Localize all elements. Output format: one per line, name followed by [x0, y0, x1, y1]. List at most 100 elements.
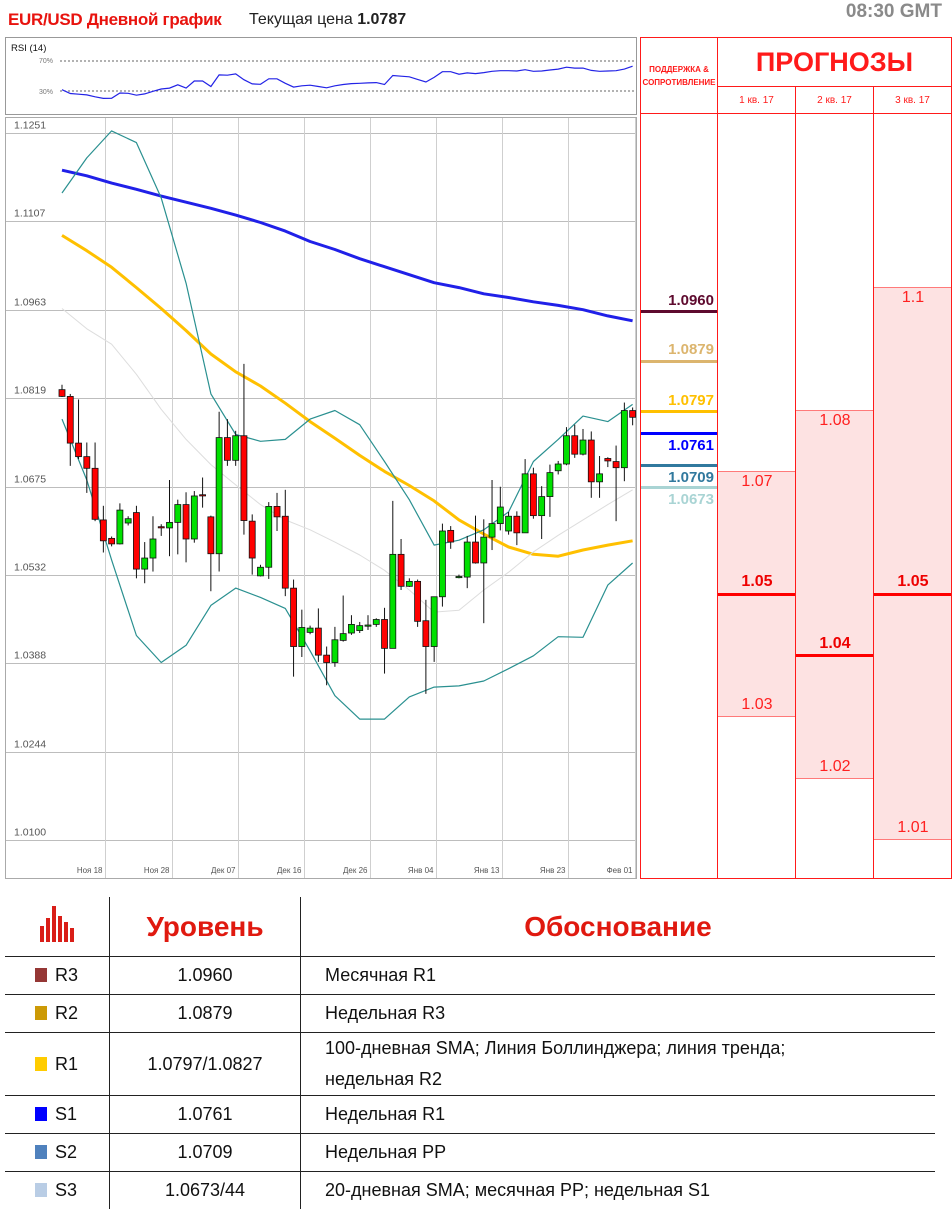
y-tick-label: 1.1251 — [14, 120, 46, 132]
level-label-r2: 1.0879 — [668, 341, 714, 359]
candle-body — [505, 515, 512, 532]
candle — [563, 427, 570, 466]
bollinger-middle-line — [61, 308, 633, 613]
candle — [629, 407, 637, 426]
candle-body — [215, 437, 223, 555]
candle — [66, 393, 74, 466]
candle-body — [529, 473, 537, 517]
candle — [215, 411, 223, 572]
candle — [587, 431, 595, 498]
candle — [157, 524, 165, 536]
level-line-r2 — [641, 359, 717, 363]
candle — [99, 505, 107, 553]
candle — [463, 535, 471, 589]
candle — [372, 618, 380, 627]
candle — [430, 596, 438, 662]
candle-body — [141, 557, 149, 570]
candle-body — [364, 624, 372, 627]
level-line-s2 — [641, 464, 717, 468]
candle-body — [447, 529, 455, 543]
candle-body — [331, 639, 339, 663]
candle-body — [91, 467, 99, 520]
candle-body — [99, 519, 107, 542]
candle-body — [348, 624, 355, 634]
candle-body — [596, 473, 603, 483]
level-reason: Недельная PP — [300, 1133, 935, 1172]
chart-title: EUR/USD Дневной график — [8, 10, 222, 29]
candle — [273, 492, 281, 531]
level-reason: 100-дневная SMA; Линия Боллинджера; лини… — [300, 1032, 935, 1096]
candle-body — [496, 506, 504, 525]
candle — [166, 479, 173, 557]
candle — [232, 430, 240, 466]
candle — [174, 499, 182, 555]
candle-body — [612, 461, 620, 469]
candle — [455, 574, 463, 579]
sma-yellow-line — [61, 234, 633, 558]
candle-body — [75, 442, 82, 458]
candle-body — [339, 633, 347, 641]
candle — [339, 595, 347, 642]
forecast-low: 1.03 — [741, 696, 773, 714]
level-reason: Недельная R1 — [300, 1095, 935, 1134]
candle-body — [58, 389, 66, 397]
candle-body — [207, 516, 215, 555]
candle — [306, 625, 314, 635]
candle-body — [166, 521, 173, 529]
candle — [83, 442, 91, 493]
candle-body — [182, 504, 190, 540]
price-chart: RSI (14) 70% 30% 1.1251 1.1107 1.0963 1.081… — [5, 37, 637, 879]
candle-body — [199, 494, 206, 497]
candle-body — [232, 435, 240, 461]
forecast-column-3 — [873, 113, 952, 879]
table-row: S1 1.0761 Недельная R1 — [5, 1095, 935, 1134]
rsi-line — [61, 65, 633, 100]
level-line-r3 — [641, 310, 717, 314]
candle — [405, 578, 413, 587]
candle-body — [513, 515, 521, 534]
y-tick-label: 1.0388 — [14, 650, 46, 662]
x-tick-label: Дек 07 — [211, 866, 236, 875]
candle — [108, 536, 116, 547]
candle — [381, 607, 388, 674]
candle — [281, 489, 289, 597]
candle — [190, 491, 198, 543]
rsi-panel — [5, 37, 637, 115]
candle-body — [149, 538, 157, 559]
candle — [521, 459, 529, 534]
y-tick-label: 1.0244 — [14, 739, 46, 751]
level-value: 1.0709 — [109, 1133, 301, 1172]
candle-body — [389, 553, 397, 649]
candle-body — [290, 587, 297, 647]
candle — [199, 477, 206, 508]
candle — [141, 542, 149, 584]
level-reason: Месячная R1 — [300, 956, 935, 995]
level-line-s1 — [641, 432, 717, 436]
level-value: 1.0960 — [109, 956, 301, 995]
candle-body — [356, 625, 364, 631]
candle — [596, 456, 603, 498]
candle — [488, 479, 496, 551]
quarter-header-1: 1 кв. 17 — [717, 86, 796, 114]
y-tick-label: 1.1107 — [14, 208, 45, 220]
candle-body — [604, 458, 612, 462]
forecast-range — [874, 287, 951, 841]
candle — [397, 538, 405, 590]
level-label-s2: 1.0709 — [668, 468, 714, 486]
candle — [248, 514, 256, 575]
x-tick-label: Ноя 18 — [77, 866, 103, 875]
candle — [133, 505, 140, 579]
candle — [290, 579, 297, 677]
candle-body — [323, 654, 331, 663]
candle-body — [430, 596, 438, 647]
color-swatch — [35, 968, 47, 982]
level-line-s3 — [641, 486, 717, 490]
candle — [364, 615, 372, 630]
table-header-icon-cell — [5, 897, 110, 957]
candle — [389, 500, 397, 649]
support-resistance-header: ПОДДЕРЖКА & СОПРОТИВЛЕНИЕ — [640, 37, 718, 114]
candle — [116, 503, 124, 545]
candle-body — [265, 506, 273, 568]
candle — [314, 608, 322, 662]
candle — [331, 626, 339, 667]
